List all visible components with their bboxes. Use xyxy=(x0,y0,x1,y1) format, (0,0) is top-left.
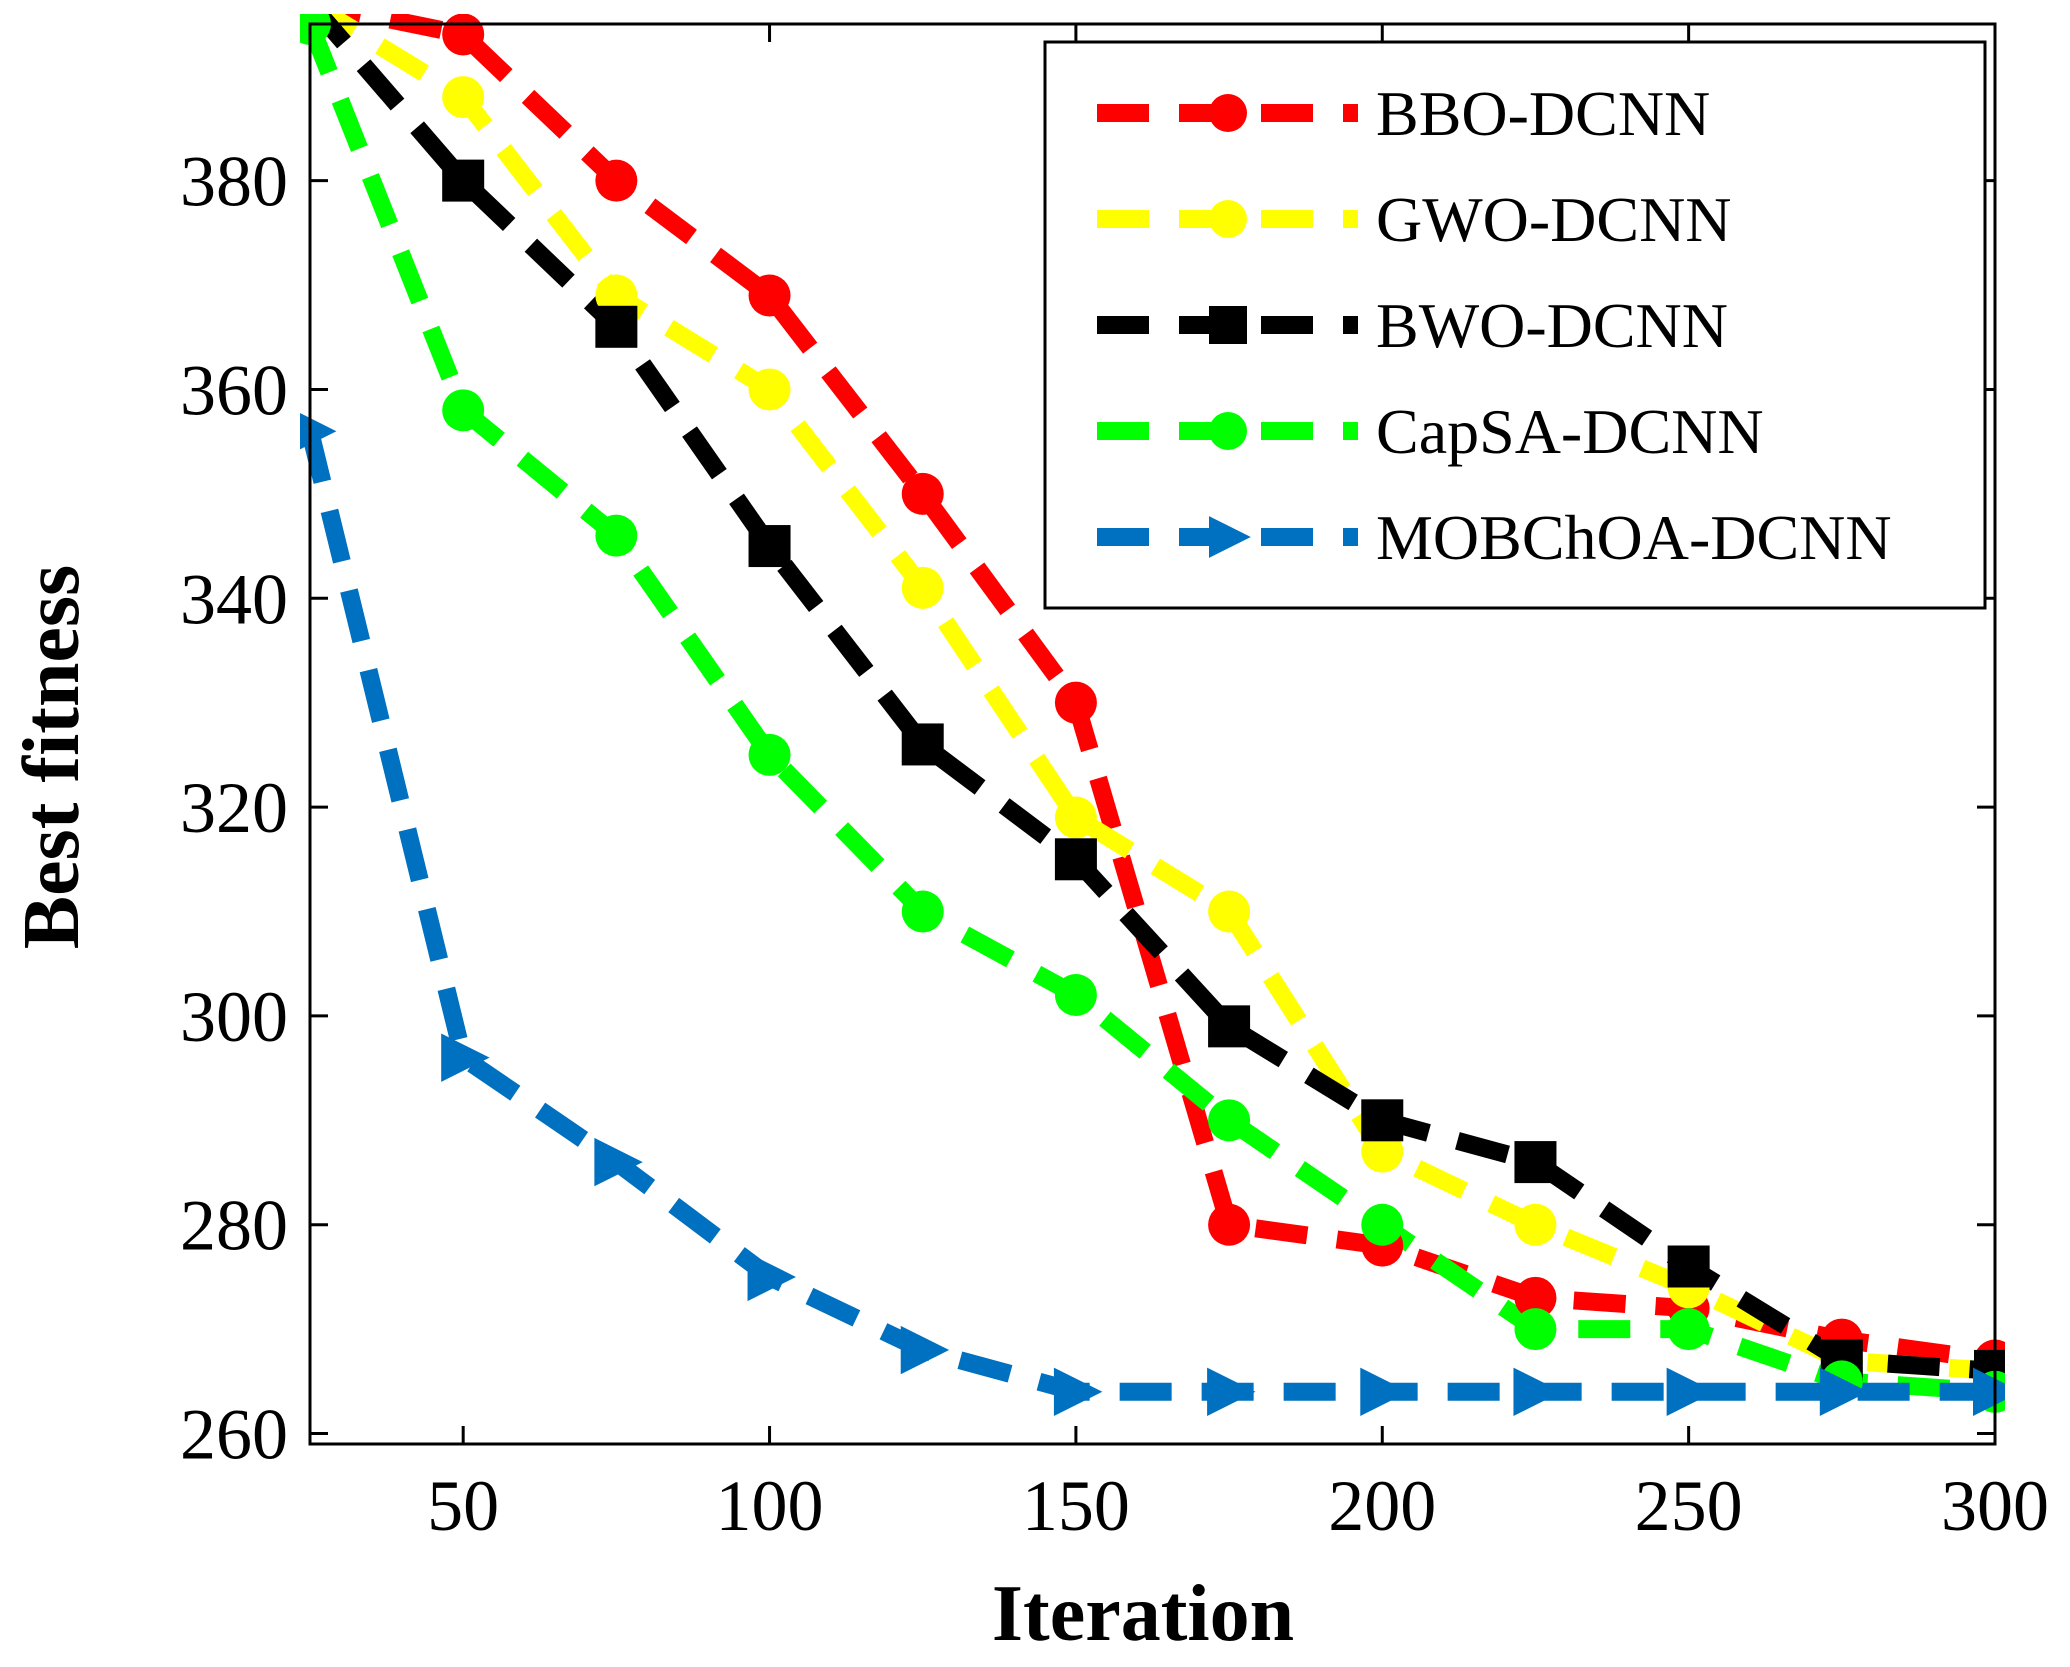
data-point-bbo-dcnn xyxy=(1208,1203,1251,1246)
data-point-bwo-dcnn xyxy=(901,723,944,766)
data-point-capsa-dcnn xyxy=(1054,974,1097,1017)
legend-label: GWO-DCNN xyxy=(1376,184,1732,255)
data-point-capsa-dcnn xyxy=(748,733,791,776)
y-tick-label: 260 xyxy=(180,1395,288,1475)
legend-label: BBO-DCNN xyxy=(1376,78,1710,149)
data-point-bwo-dcnn xyxy=(1054,838,1097,881)
data-point-mobchoa-dcnn xyxy=(747,1252,796,1302)
data-point-mobchoa-dcnn xyxy=(1360,1367,1409,1416)
x-tick-label: 50 xyxy=(427,1466,499,1546)
data-point-gwo-dcnn xyxy=(442,76,485,119)
data-point-bbo-dcnn xyxy=(595,159,638,202)
data-point-bwo-dcnn xyxy=(1208,1005,1251,1048)
data-point-gwo-dcnn xyxy=(1208,890,1251,933)
legend-entry-bwo-dcnn: BWO-DCNN xyxy=(1097,290,1728,361)
legend-box xyxy=(1043,40,1987,610)
x-tick-label: 100 xyxy=(716,1466,824,1546)
y-tick-label: 320 xyxy=(180,768,288,848)
data-point-mobchoa-dcnn xyxy=(1513,1367,1562,1416)
y-tick-label: 360 xyxy=(180,350,288,430)
data-point-bwo-dcnn xyxy=(1514,1141,1557,1184)
legend-label: BWO-DCNN xyxy=(1376,290,1728,361)
x-axis-title: Iteration xyxy=(992,1570,1294,1658)
series-markers xyxy=(300,14,2005,1416)
data-point-mobchoa-dcnn xyxy=(1053,1367,1103,1416)
data-point-capsa-dcnn xyxy=(595,514,638,557)
data-point-capsa-dcnn xyxy=(1361,1203,1404,1246)
data-point-mobchoa-dcnn xyxy=(900,1325,950,1375)
data-point-capsa-dcnn xyxy=(1667,1308,1710,1351)
legend-marker xyxy=(1209,94,1247,132)
y-tick-labels: 260 280 300 320 340 360 380 xyxy=(180,142,288,1475)
x-tick-label: 300 xyxy=(1941,1466,2049,1546)
data-point-capsa-dcnn xyxy=(300,14,331,45)
data-point-bwo-dcnn xyxy=(1667,1245,1710,1288)
y-tick-label: 280 xyxy=(180,1186,288,1266)
data-point-bwo-dcnn xyxy=(748,525,791,568)
data-point-mobchoa-dcnn xyxy=(441,1033,490,1082)
data-point-bbo-dcnn xyxy=(1054,681,1097,724)
data-point-gwo-dcnn xyxy=(901,566,944,609)
data-point-bwo-dcnn xyxy=(442,159,485,202)
x-tick-labels: 50 100 150 200 250 300 xyxy=(427,1466,2049,1546)
data-point-bbo-dcnn xyxy=(442,14,485,56)
series-line-bbo-dcnn xyxy=(318,14,1997,1370)
data-point-gwo-dcnn xyxy=(1514,1203,1557,1246)
data-point-bwo-dcnn xyxy=(595,305,638,348)
plot-frame xyxy=(308,22,1997,1446)
data-point-bbo-dcnn xyxy=(901,472,944,515)
legend-label: MOBChOA-DCNN xyxy=(1376,502,1892,573)
data-point-mobchoa-dcnn xyxy=(1819,1367,1869,1416)
y-tick-label: 340 xyxy=(180,559,288,639)
data-point-mobchoa-dcnn xyxy=(594,1137,643,1187)
legend-entry-mobchoa-dcnn: MOBChOA-DCNN xyxy=(1097,502,1892,573)
data-point-capsa-dcnn xyxy=(442,389,485,432)
legend-label: CapSA-DCNN xyxy=(1376,396,1764,467)
x-tick-label: 150 xyxy=(1022,1466,1130,1546)
legend: BBO-DCNN GWO-DCNN BWO-DCNN CapSA-DCNN MOBChO… xyxy=(1043,40,1987,610)
legend-marker xyxy=(1209,412,1247,450)
data-point-capsa-dcnn xyxy=(901,890,944,933)
y-tick-label: 380 xyxy=(180,142,288,222)
y-axis-title: Best fitness xyxy=(8,565,96,949)
legend-entry-bbo-dcnn: BBO-DCNN xyxy=(1097,78,1710,149)
series-line-bwo-dcnn xyxy=(307,14,1996,1380)
data-point-bwo-dcnn xyxy=(1361,1099,1404,1142)
legend-marker xyxy=(1209,306,1247,344)
x-tick-label: 200 xyxy=(1328,1466,1436,1546)
data-point-mobchoa-dcnn xyxy=(1973,1367,2005,1416)
data-point-mobchoa-dcnn xyxy=(1666,1367,1716,1416)
legend-entry-gwo-dcnn: GWO-DCNN xyxy=(1097,184,1732,255)
y-tick-label: 300 xyxy=(180,977,288,1057)
data-point-gwo-dcnn xyxy=(1054,796,1097,839)
data-point-bbo-dcnn xyxy=(748,274,791,317)
data-point-capsa-dcnn xyxy=(1208,1099,1251,1142)
data-point-bbo-dcnn xyxy=(1514,1276,1557,1319)
series-line-capsa-dcnn xyxy=(301,20,1996,1401)
data-point-mobchoa-dcnn xyxy=(1207,1367,1256,1416)
legend-entry-capsa-dcnn: CapSA-DCNN xyxy=(1097,396,1764,467)
x-tick-label: 250 xyxy=(1635,1466,1743,1546)
legend-marker xyxy=(1209,200,1247,238)
data-point-gwo-dcnn xyxy=(748,368,791,411)
legend-marker xyxy=(1209,516,1251,558)
data-point-capsa-dcnn xyxy=(1514,1308,1557,1351)
